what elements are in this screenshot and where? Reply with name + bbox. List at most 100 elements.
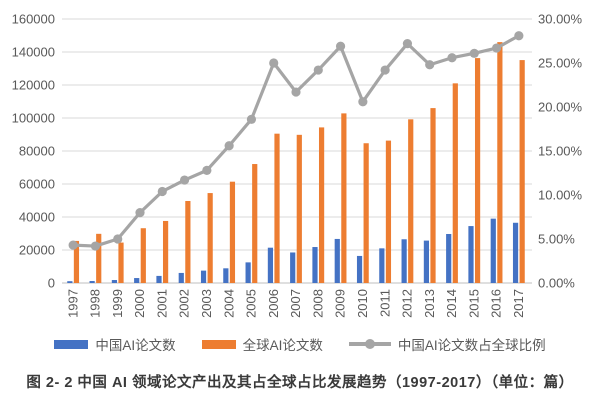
y-axis-right-tick-label: 25.00% <box>538 56 583 71</box>
x-axis-label-2006: 2006 <box>266 289 281 318</box>
ai-papers-combo-chart: 0 20000 40000 60000 80000 100000 120000 140000 1… <box>12 12 583 318</box>
share-marker-2005 <box>246 114 257 124</box>
x-axis-label-2008: 2008 <box>310 289 325 318</box>
bar-global-2012 <box>408 119 414 283</box>
share-marker-2007 <box>291 87 301 97</box>
y-axis-right-tick-label: 15.00% <box>538 144 583 159</box>
share-marker-2009 <box>335 41 346 51</box>
bar-china-2016 <box>490 218 496 283</box>
share-marker-1998 <box>90 241 101 251</box>
x-axis-label-2015: 2015 <box>466 289 481 318</box>
bar-global-2000 <box>140 228 146 283</box>
bar-china-2013 <box>423 240 430 283</box>
bar-china-1997 <box>67 281 73 283</box>
x-axis-label-2013: 2013 <box>422 289 437 318</box>
bar-china-2005 <box>245 262 251 283</box>
y-axis-left-tick-label: 80000 <box>19 144 55 159</box>
global-bar-swatch-icon <box>201 339 236 349</box>
share-marker-2003 <box>202 165 212 175</box>
y-axis-left-tick-label: 40000 <box>19 210 55 225</box>
share-marker-2008 <box>313 65 323 75</box>
x-axis-label-2002: 2002 <box>177 289 192 318</box>
share-marker-1997 <box>68 240 78 250</box>
bar-china-2008 <box>312 247 318 283</box>
share-marker-2010 <box>358 97 368 107</box>
bar-global-2013 <box>430 108 436 283</box>
y-axis-right-tick-label: 0.00% <box>538 276 575 291</box>
bar-global-1998 <box>96 233 102 283</box>
share-marker-2001 <box>157 186 167 197</box>
bar-china-2009 <box>334 238 340 283</box>
x-axis-label-2001: 2001 <box>154 289 169 318</box>
share-marker-2000 <box>135 208 145 218</box>
x-axis-label-2007: 2007 <box>288 289 303 318</box>
x-axis-label-2017: 2017 <box>511 289 526 318</box>
bar-china-2012 <box>401 239 407 283</box>
bar-china-2004 <box>223 268 229 283</box>
share-marker-2013 <box>425 60 435 70</box>
x-axis-label-1997: 1997 <box>65 289 80 318</box>
y-axis-left-tick-label: 20000 <box>19 243 55 258</box>
x-axis-label-2005: 2005 <box>244 289 259 318</box>
bar-global-2005 <box>252 164 258 283</box>
bar-global-1999 <box>118 242 124 283</box>
y-axis-left-tick-label: 60000 <box>19 177 55 192</box>
china-bar-swatch-icon <box>54 339 89 349</box>
bar-global-2007 <box>296 134 302 283</box>
bar-global-2002 <box>185 200 191 283</box>
x-axis-label-2003: 2003 <box>199 289 214 318</box>
share-marker-2016 <box>491 43 502 53</box>
bar-global-2011 <box>385 140 392 283</box>
figure-caption: 图 2- 2 中国 AI 领域论文产出及其占全球占比发展趋势（1997-2017… <box>26 375 574 391</box>
y-axis-right-tick-label: 20.00% <box>538 100 583 115</box>
bar-china-2010 <box>356 255 363 283</box>
share-marker-2014 <box>447 53 457 63</box>
bar-china-2017 <box>512 222 519 283</box>
y-axis-right-tick-label: 30.00% <box>538 12 583 27</box>
bar-global-2001 <box>162 220 169 283</box>
bar-china-1999 <box>111 280 118 283</box>
x-axis-label-2016: 2016 <box>489 289 504 318</box>
x-axis-label-2000: 2000 <box>132 289 147 318</box>
share-marker-1999 <box>113 234 123 244</box>
x-axis-label-2011: 2011 <box>377 289 392 317</box>
x-axis-label-1998: 1998 <box>88 289 103 318</box>
bar-china-2011 <box>379 248 385 283</box>
legend-label-global-papers: 全球AI论文数 <box>242 338 323 353</box>
y-axis-right-tick-label: 10.00% <box>538 188 583 203</box>
bar-global-2017 <box>519 60 525 284</box>
y-axis-left-tick-label: 160000 <box>12 12 55 27</box>
share-marker-2004 <box>224 141 234 151</box>
share-line-marker-icon <box>364 339 375 349</box>
x-axis-label-2004: 2004 <box>221 289 236 318</box>
bar-global-2003 <box>207 193 213 283</box>
share-marker-2002 <box>179 175 190 185</box>
bar-china-1998 <box>89 281 95 283</box>
y-axis-left-tick-label: 140000 <box>12 45 55 60</box>
bar-global-2006 <box>274 133 280 283</box>
y-axis-left-tick-label: 0 <box>48 276 55 291</box>
share-marker-2017 <box>514 31 524 41</box>
legend-item-global-papers: 全球AI论文数 <box>201 334 323 354</box>
legend-label-china-papers: 中国AI论文数 <box>95 338 176 353</box>
bar-global-2015 <box>474 58 481 284</box>
bar-global-2008 <box>318 127 325 283</box>
share-line-swatch-icon <box>348 339 391 349</box>
bar-china-2014 <box>446 233 452 283</box>
bar-global-2016 <box>497 42 503 283</box>
legend-item-share-line: 中国AI论文数占全球比例 <box>348 334 546 354</box>
y-axis-left-tick-label: 100000 <box>12 111 55 126</box>
bar-china-2000 <box>134 278 140 283</box>
bar-global-2004 <box>229 181 236 283</box>
y-axis-left-tick-label: 120000 <box>12 78 55 93</box>
share-marker-2012 <box>402 39 413 49</box>
legend-label-share-line: 中国AI论文数占全球比例 <box>397 338 546 353</box>
bar-china-2007 <box>290 252 296 283</box>
bar-china-2006 <box>267 247 274 283</box>
share-marker-2015 <box>469 48 479 58</box>
chart-legend: 中国AI论文数 全球AI论文数 中国AI论文数占全球比例 <box>0 334 600 354</box>
bar-global-2010 <box>363 143 369 283</box>
bar-china-2015 <box>468 226 474 283</box>
bar-global-2014 <box>452 83 458 283</box>
